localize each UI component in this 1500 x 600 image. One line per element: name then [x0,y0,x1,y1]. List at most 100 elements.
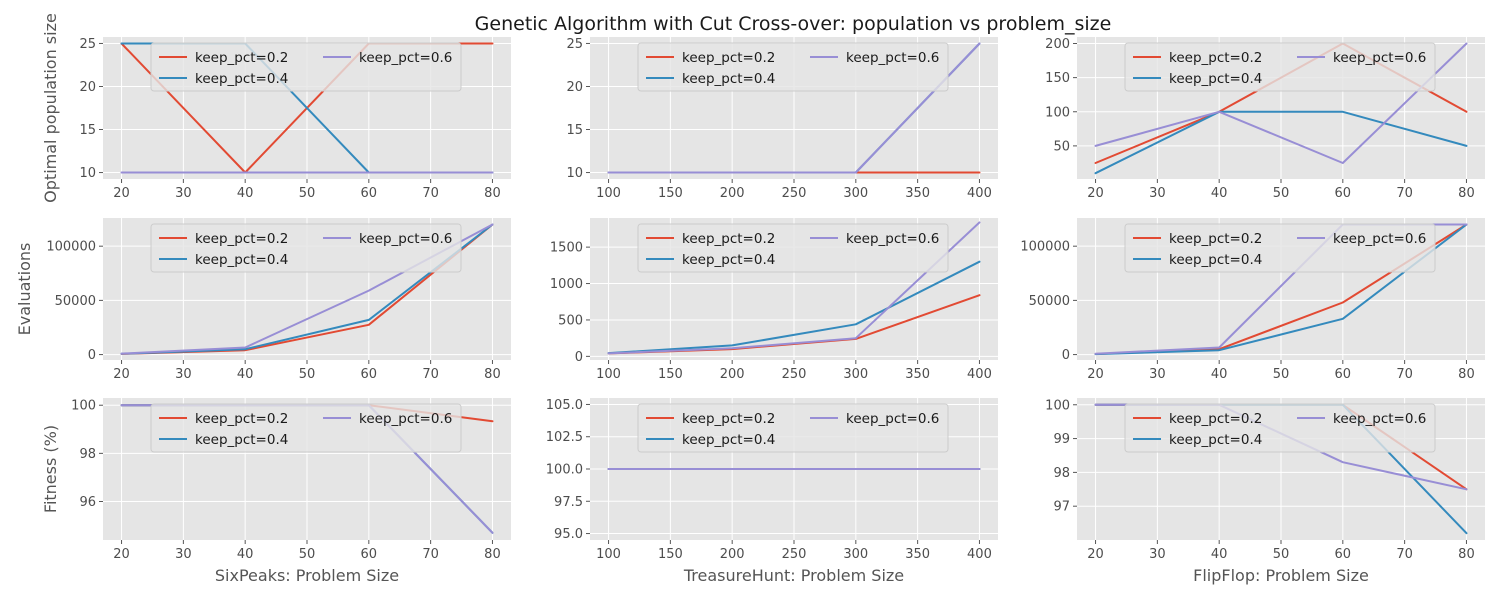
x-tick-label: 200 [720,367,745,382]
subplot-0-0: 20 30 40 50 60 70 80 10 15 20 25 keep_pct=0.2 keep_p… [41,13,511,203]
x-tick-label: 80 [1458,186,1475,201]
y-tick-label: 25 [79,37,96,52]
x-tick-label: 30 [1149,186,1166,201]
legend [150,42,462,92]
x-tick-label: 80 [1458,367,1475,382]
x-tick-label: 350 [905,367,930,382]
x-axis-label: SixPeaks: Problem Size [215,566,399,585]
x-tick-label: 30 [175,367,192,382]
legend-entry-label: keep_pct=0.2 [682,411,775,427]
x-tick-label: 20 [113,367,130,382]
legend-entry-label: keep_pct=0.2 [1169,50,1262,66]
x-tick-label: 70 [1396,186,1413,201]
x-tick-label: 50 [299,547,316,562]
subplot-0-2: 20 30 40 50 60 70 8050100150200keep_pct=0.2kee… [1045,37,1485,201]
y-tick-label: 98 [79,447,96,462]
x-tick-label: 300 [843,186,868,201]
subplot-1-0: 20 30 40 50 60 70 80050000100000keep_pct=0.2ke… [15,218,511,382]
y-axis-label: Fitness (%) [41,425,60,513]
x-tick-label: 70 [422,547,439,562]
x-tick-label: 400 [967,547,992,562]
series-line-keep-pct-0-4 [607,260,981,355]
x-tick-label: 30 [1149,547,1166,562]
y-tick-label: 99 [1053,432,1070,447]
y-tick-label: 1000 [550,277,583,292]
x-tick-label: 80 [484,547,501,562]
subplot-2-2: 20 30 40 50 60 70 80 97 98 99 100 keep_pct=0.2 keep_… [1045,398,1485,585]
x-tick-label: 350 [905,547,930,562]
x-tick-label: 50 [299,367,316,382]
y-tick-label: 97.5 [554,495,583,510]
x-tick-label: 50 [299,186,316,201]
legend-entry-label: keep_pct=0.2 [1169,411,1262,427]
x-tick-label: 150 [658,547,683,562]
y-tick-label: 20 [566,80,583,95]
x-tick-label: 150 [658,367,683,382]
series-line-keep-pct-0-6 [607,42,981,174]
x-tick-label: 70 [1396,367,1413,382]
x-tick-label: 50 [1273,186,1290,201]
subplot-0-1: 100 150 200 250 300 350 400 10 15 20 25 keep_pct=0.… [566,37,998,201]
legend [1124,42,1436,92]
x-tick-label: 40 [237,367,254,382]
legend-entry-label: keep_pct=0.4 [1169,432,1262,448]
x-tick-label: 250 [782,547,807,562]
legend [637,403,949,453]
y-tick-label: 100000 [46,240,96,255]
x-tick-label: 50 [1273,547,1290,562]
legend-entry-label: keep_pct=0.4 [1169,71,1262,87]
x-tick-label: 80 [484,186,501,201]
y-axis-label: Evaluations [15,243,34,336]
legend-entry-label: keep_pct=0.2 [682,50,775,66]
x-tick-label: 40 [1211,547,1228,562]
legend-entry-label: keep_pct=0.4 [682,252,775,268]
x-tick-label: 70 [422,367,439,382]
x-tick-label: 250 [782,186,807,201]
legend-entry-label: keep_pct=0.2 [1169,231,1262,247]
y-tick-label: 150 [1045,71,1070,86]
x-tick-label: 30 [175,186,192,201]
x-tick-label: 30 [175,547,192,562]
subplot-2-0: 20 30 40 50 60 70 80 96 98 100 keep_pct=0.2 keep_pc… [41,398,511,585]
y-tick-label: 102.5 [546,430,583,445]
x-tick-label: 40 [1211,186,1228,201]
x-tick-label: 100 [596,547,621,562]
y-tick-label: 10 [566,166,583,181]
x-tick-label: 20 [1087,547,1104,562]
x-tick-label: 100 [596,367,621,382]
x-tick-label: 20 [1087,186,1104,201]
legend-entry-label: keep_pct=0.6 [359,231,452,247]
y-tick-label: 50000 [1029,294,1070,309]
y-tick-label: 100 [1045,105,1070,120]
y-tick-label: 100 [1045,398,1070,413]
x-tick-label: 200 [720,186,745,201]
y-tick-label: 25 [566,37,583,52]
legend [637,223,949,273]
legend-entry-label: keep_pct=0.6 [1333,231,1426,247]
x-tick-label: 400 [967,186,992,201]
legend [150,403,462,453]
legend-entry-label: keep_pct=0.4 [682,432,775,448]
legend-entry-label: keep_pct=0.2 [682,231,775,247]
legend-entry-label: keep_pct=0.2 [195,231,288,247]
legend-entry-label: keep_pct=0.2 [195,50,288,66]
x-tick-label: 400 [967,367,992,382]
y-tick-label: 100000 [1020,240,1070,255]
x-tick-label: 350 [905,186,930,201]
y-tick-label: 0 [575,350,583,365]
y-tick-label: 105.0 [546,398,583,413]
x-tick-label: 60 [1335,186,1352,201]
y-tick-label: 95.0 [554,527,583,542]
x-tick-label: 150 [658,186,683,201]
x-tick-label: 20 [113,186,130,201]
legend-entry-label: keep_pct=0.2 [195,411,288,427]
y-tick-label: 15 [566,123,583,138]
x-tick-label: 80 [1458,547,1475,562]
subplot-1-2: 20 30 40 50 60 70 80050000100000keep_pct=0.2ke… [1020,218,1485,382]
x-axis-label: FlipFlop: Problem Size [1193,566,1369,585]
x-tick-label: 250 [782,367,807,382]
subplot-1-1: 100 150 200 250 300 350 400 0 500 1000 1500 keep_pc… [550,218,998,382]
legend-entry-label: keep_pct=0.6 [1333,50,1426,66]
legend [637,42,949,92]
